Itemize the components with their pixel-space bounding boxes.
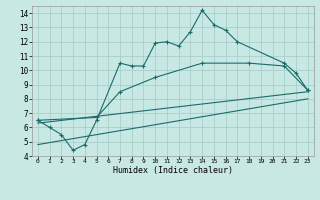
X-axis label: Humidex (Indice chaleur): Humidex (Indice chaleur) [113,166,233,175]
